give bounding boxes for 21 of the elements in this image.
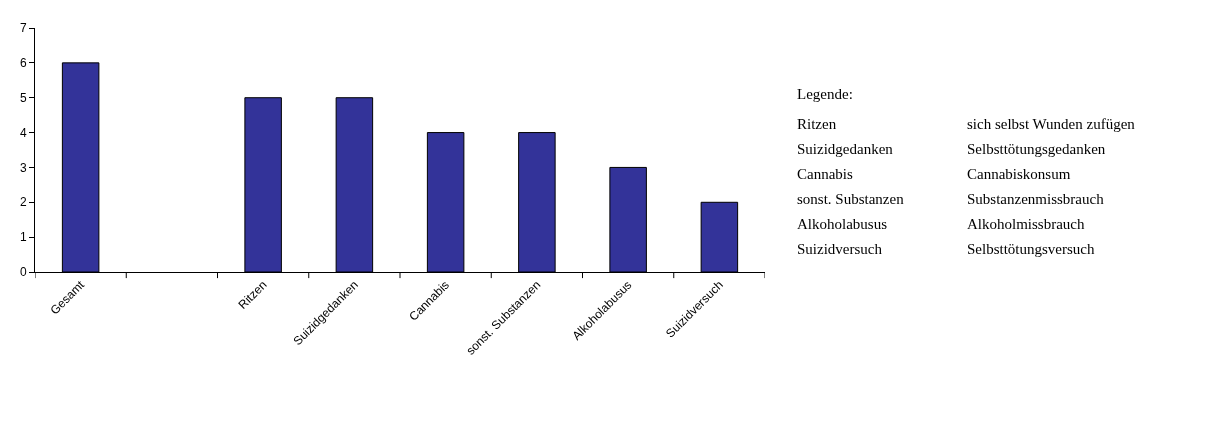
text: Ritzen xyxy=(797,116,837,132)
text: Substanzenmissbrauch xyxy=(967,191,1105,207)
text: Selbsttötungsversuch xyxy=(967,241,1095,257)
y-tick-label: 2 xyxy=(19,195,27,210)
y-tick-label: 3 xyxy=(19,160,27,175)
y-tick-label: 4 xyxy=(19,125,27,140)
text: Cannabiskonsum xyxy=(967,166,1071,182)
y-tick-label: 5 xyxy=(19,90,27,105)
y-tick-label: 7 xyxy=(19,21,27,36)
text: Legende: xyxy=(797,86,853,102)
y-tick-label: 1 xyxy=(19,230,27,245)
text: Selbsttötungsgedanken xyxy=(967,141,1106,157)
text: Alkoholmissbrauch xyxy=(967,216,1085,232)
text: sonst. Substanzen xyxy=(797,191,905,207)
text: Alkoholabusus xyxy=(797,216,888,232)
text: sich selbst Wunden zufügen xyxy=(967,116,1136,132)
text: Suizidversuch xyxy=(797,241,883,257)
text: Suizidgedanken xyxy=(797,141,894,157)
text: Cannabis xyxy=(797,166,853,182)
y-tick-label: 6 xyxy=(19,56,27,71)
y-tick-label: 0 xyxy=(19,265,27,280)
